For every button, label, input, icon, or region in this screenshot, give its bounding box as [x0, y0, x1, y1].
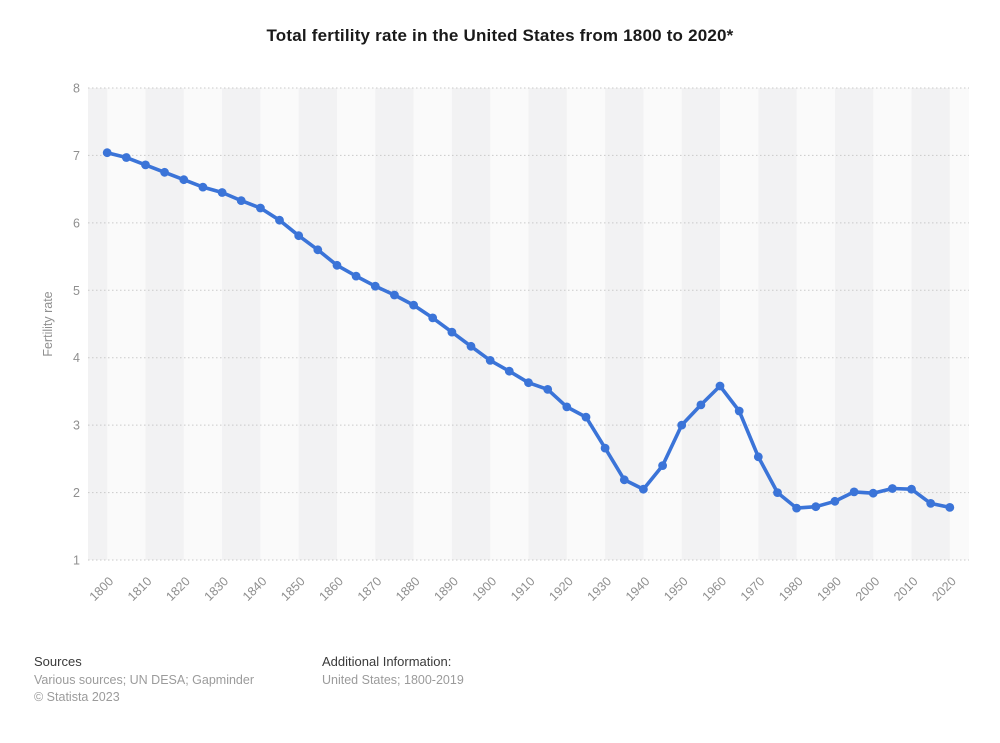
- x-tick-label: 1960: [700, 574, 730, 604]
- sources-block: Sources Various sources; UN DESA; Gapmin…: [34, 654, 254, 706]
- data-point-1840[interactable]: [256, 203, 265, 213]
- x-tick-label: 1950: [661, 574, 691, 604]
- x-tick-label: 2020: [929, 574, 959, 604]
- chart-canvas: 1 2 3 4 5 6 7 8 1800 1810 1820 1830 1840 1850 1860 1870…: [41, 82, 969, 604]
- data-point-1890[interactable]: [447, 327, 457, 337]
- data-point-1810[interactable]: [141, 160, 150, 170]
- data-point-2015[interactable]: [926, 499, 936, 508]
- data-point-1805[interactable]: [121, 153, 131, 162]
- data-point-1900[interactable]: [485, 356, 495, 365]
- data-point-1960[interactable]: [715, 381, 725, 391]
- y-axis-title: Fertility rate: [41, 291, 55, 356]
- data-point-1830[interactable]: [217, 188, 227, 197]
- data-point-1920[interactable]: [562, 402, 572, 412]
- data-point-1940[interactable]: [639, 484, 648, 494]
- additional-info-label: Additional Information:: [322, 654, 452, 669]
- data-point-1880[interactable]: [409, 300, 418, 310]
- data-point-2000[interactable]: [868, 488, 878, 498]
- chart-title: Total fertility rate in the United State…: [266, 26, 734, 45]
- gridlines: [88, 87, 969, 561]
- y-tick-label: 1: [73, 554, 80, 568]
- x-tick-label: 1850: [278, 574, 308, 604]
- x-tick-label: 1860: [317, 574, 347, 604]
- y-axis-labels: 1 2 3 4 5 6 7 8: [73, 82, 80, 568]
- data-point-1965[interactable]: [734, 406, 744, 416]
- plot-bands: [88, 88, 969, 560]
- x-tick-label: 1980: [776, 574, 806, 604]
- data-points: [102, 148, 955, 513]
- x-tick-label: 2000: [853, 574, 883, 604]
- copyright-text: © Statista 2023: [34, 690, 120, 704]
- x-tick-label: 1990: [814, 574, 844, 604]
- data-point-1845[interactable]: [275, 215, 284, 225]
- y-tick-label: 3: [73, 419, 80, 433]
- data-point-1860[interactable]: [332, 260, 342, 270]
- data-point-1850[interactable]: [294, 231, 304, 241]
- x-tick-label: 1890: [431, 574, 461, 604]
- x-tick-label: 1970: [738, 574, 768, 604]
- x-tick-label: 1830: [202, 574, 232, 604]
- data-point-1895[interactable]: [466, 341, 476, 351]
- x-tick-label: 1910: [508, 574, 538, 604]
- data-point-1995[interactable]: [849, 487, 859, 497]
- data-point-2010[interactable]: [907, 484, 916, 494]
- data-point-1945[interactable]: [658, 461, 667, 470]
- x-tick-label: 1840: [240, 574, 270, 604]
- data-point-2020[interactable]: [945, 503, 955, 512]
- data-point-1865[interactable]: [351, 271, 361, 281]
- sources-text: Various sources; UN DESA; Gapminder: [34, 673, 254, 687]
- data-point-1955[interactable]: [696, 400, 706, 410]
- data-point-1825[interactable]: [198, 182, 208, 192]
- data-point-1870[interactable]: [370, 281, 380, 291]
- x-tick-label: 1940: [623, 574, 653, 604]
- data-point-1910[interactable]: [524, 378, 533, 388]
- data-point-1985[interactable]: [811, 502, 821, 512]
- data-point-1820[interactable]: [179, 175, 189, 185]
- y-tick-label: 6: [73, 216, 80, 230]
- data-point-1800[interactable]: [102, 148, 112, 158]
- y-tick-label: 2: [73, 486, 80, 500]
- x-axis-labels: 1800 1810 1820 1830 1840 1850 1860 1870 1880 1890…: [87, 574, 959, 604]
- additional-info-text: United States; 1800-2019: [322, 673, 464, 687]
- data-point-1980[interactable]: [792, 503, 801, 513]
- y-tick-label: 8: [73, 82, 80, 96]
- x-tick-label: 1810: [125, 574, 155, 604]
- y-tick-label: 5: [73, 284, 80, 298]
- data-point-1905[interactable]: [504, 366, 514, 376]
- data-point-1935[interactable]: [619, 475, 629, 485]
- y-tick-label: 7: [73, 149, 80, 163]
- data-point-1975[interactable]: [773, 488, 782, 497]
- data-point-1915[interactable]: [543, 385, 553, 394]
- data-point-1885[interactable]: [428, 313, 438, 323]
- data-point-1970[interactable]: [753, 452, 763, 462]
- data-point-1835[interactable]: [236, 196, 246, 206]
- data-point-2005[interactable]: [888, 484, 897, 493]
- y-tick-label: 4: [73, 351, 80, 365]
- data-point-1815[interactable]: [160, 167, 170, 177]
- x-tick-label: 1820: [163, 574, 193, 604]
- data-point-1925[interactable]: [581, 412, 591, 422]
- x-tick-label: 1870: [355, 574, 385, 604]
- x-tick-label: 1880: [393, 574, 423, 604]
- data-point-1930[interactable]: [600, 443, 610, 453]
- x-tick-label: 1800: [87, 574, 117, 604]
- data-point-1875[interactable]: [390, 290, 399, 300]
- additional-info-block: Additional Information: United States; 1…: [322, 654, 464, 689]
- data-point-1990[interactable]: [830, 496, 840, 506]
- data-point-1855[interactable]: [313, 245, 323, 255]
- x-tick-label: 1930: [585, 574, 615, 604]
- x-tick-label: 2010: [891, 574, 921, 604]
- data-point-1950[interactable]: [677, 420, 687, 430]
- x-tick-label: 1920: [546, 574, 576, 604]
- sources-label: Sources: [34, 654, 82, 669]
- x-tick-label: 1900: [470, 574, 500, 604]
